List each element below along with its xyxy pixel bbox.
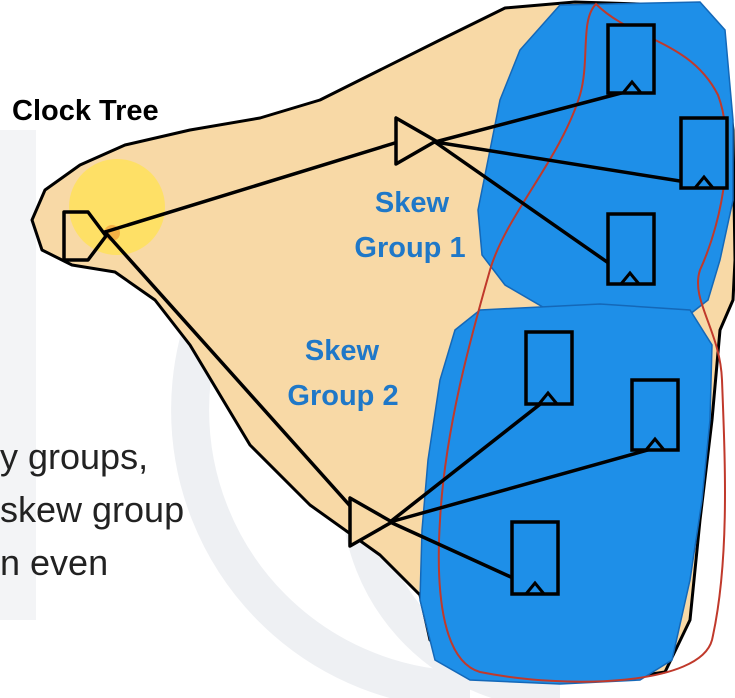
wire-source-to-buffer-2 [103,230,354,510]
caption-line-3: n even [0,542,108,583]
flip-flop-6 [510,520,560,596]
flip-flop-2 [679,116,729,190]
wire-source-to-buffer-1 [103,140,400,234]
skew-group-2-label-line2: Group 2 [287,380,398,412]
wire-buffer-1-to-ff-3 [433,140,632,280]
flip-flop-5 [630,378,680,452]
cursor-highlight [69,159,165,255]
skew-group-1-label-line2: Group 1 [354,232,465,264]
red-boundary-outline [437,2,728,683]
buffer-1 [394,116,438,166]
skew-group-1-label-line1: Skew [375,187,450,219]
flip-flop-4 [524,330,574,406]
clock-source-symbol [62,210,108,262]
caption-line-1: y groups, [0,436,148,477]
caption-line-2: skew group [0,489,184,530]
flip-flop-3 [606,212,656,286]
skew-group-2-label-line1: Skew [305,335,380,367]
wire-buffer-2-to-ff-5 [388,446,657,524]
wire-buffer-1-to-ff-2 [433,140,707,187]
buffer-2 [348,496,394,548]
background-panel [0,130,36,620]
wire-buffer-2-to-ff-4 [388,396,550,524]
flip-flop-1 [606,23,656,95]
diagram-title: Clock Tree [12,95,159,127]
wire-buffer-1-to-ff-1 [433,90,627,144]
